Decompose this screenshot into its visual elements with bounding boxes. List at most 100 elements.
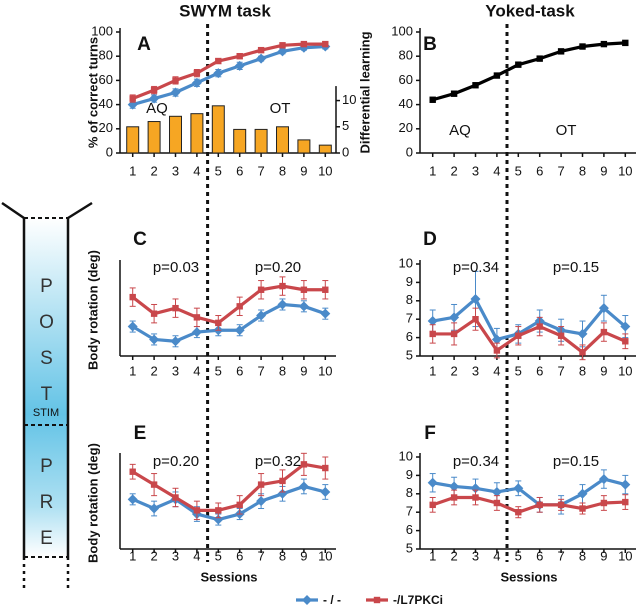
x-tick-label: 7 xyxy=(257,363,264,378)
marker xyxy=(170,87,181,98)
x-tick-label: 1 xyxy=(429,548,436,563)
line xyxy=(432,317,626,354)
marker xyxy=(149,503,160,514)
marker xyxy=(279,282,286,290)
x-tick-label: 6 xyxy=(536,548,543,563)
x-tick-label: 1 xyxy=(129,363,136,378)
x-tick-label: 3 xyxy=(172,163,179,178)
marker xyxy=(150,86,158,94)
x-tick-label: 2 xyxy=(450,363,457,378)
x-tick-label: 5 xyxy=(515,363,522,378)
marker xyxy=(127,494,138,505)
marker xyxy=(279,477,286,485)
marker xyxy=(193,314,201,321)
marker xyxy=(256,53,267,64)
x-tick-label: 10 xyxy=(318,163,332,178)
marker xyxy=(213,68,224,79)
marker xyxy=(234,325,245,336)
marker xyxy=(300,40,308,48)
y-tick-label: 5 xyxy=(406,347,413,362)
x-tick-label: 7 xyxy=(557,363,564,378)
annotation: p=0.20 xyxy=(255,259,301,276)
y-tick-label: 9 xyxy=(406,467,413,482)
marker xyxy=(620,321,631,332)
marker xyxy=(450,330,458,338)
x-tick-label: 6 xyxy=(236,163,243,178)
bar xyxy=(211,105,225,154)
marker xyxy=(579,505,586,512)
annotation: p=0.20 xyxy=(153,453,199,470)
marker xyxy=(450,90,458,97)
marker xyxy=(472,494,479,501)
panel-label: E xyxy=(134,423,147,444)
y-tick-label: 9 xyxy=(406,274,413,289)
marker xyxy=(515,509,522,516)
marker xyxy=(170,336,181,347)
bar xyxy=(190,113,204,154)
marker xyxy=(193,507,201,514)
marker xyxy=(279,42,286,49)
marker xyxy=(129,468,136,475)
x-tick-label: 2 xyxy=(150,363,157,378)
y-axis-label: % of correct turns xyxy=(85,37,100,148)
x-tick-label: 2 xyxy=(150,163,157,178)
y-axis-label: Body rotation (deg) xyxy=(85,443,100,563)
y-tick-label: 20 xyxy=(99,120,113,135)
marker xyxy=(557,332,565,339)
stim-label: STIM xyxy=(33,407,59,419)
marker xyxy=(172,494,179,501)
y-tick-label: 0 xyxy=(106,144,113,159)
marker xyxy=(215,319,222,327)
marker xyxy=(491,486,502,497)
marker xyxy=(557,48,565,55)
y-tick-label: 40 xyxy=(99,96,113,111)
tube-flare xyxy=(67,201,93,220)
marker xyxy=(213,514,224,525)
x-tick-label: 3 xyxy=(172,363,179,378)
marker xyxy=(579,43,586,50)
y-tick-label: 0 xyxy=(406,144,413,159)
x-tick-label: 6 xyxy=(536,363,543,378)
x-tick-label: 3 xyxy=(472,548,479,563)
marker xyxy=(320,486,331,497)
marker xyxy=(256,496,267,507)
marker xyxy=(450,494,458,501)
marker xyxy=(449,312,460,323)
bar xyxy=(126,126,140,154)
marker xyxy=(300,461,308,468)
annotation: p=0.15 xyxy=(553,259,599,276)
marker xyxy=(493,499,501,507)
x-tick-label: 8 xyxy=(579,163,586,178)
y-tick-label: 20 xyxy=(399,120,413,135)
marker xyxy=(429,96,436,103)
x-tick-label: 5 xyxy=(215,163,222,178)
panel-label: F xyxy=(424,423,436,444)
x-axis-label: Sessions xyxy=(500,569,557,584)
x-tick-label: 4 xyxy=(493,363,500,378)
annotation: p=0.15 xyxy=(553,453,599,470)
line xyxy=(132,484,326,522)
line xyxy=(131,302,326,343)
x-tick-label: 8 xyxy=(279,548,286,563)
annotation: OT xyxy=(270,100,291,117)
marker xyxy=(322,464,329,472)
marker xyxy=(150,481,158,488)
marker xyxy=(300,286,308,293)
x-tick-label: 3 xyxy=(172,548,179,563)
marker xyxy=(298,481,309,492)
marker xyxy=(236,53,243,60)
marker xyxy=(236,501,243,509)
marker xyxy=(215,507,222,514)
marker xyxy=(620,479,631,490)
x-tick-label: 9 xyxy=(300,163,307,178)
marker xyxy=(515,61,522,68)
y-tick-label: 80 xyxy=(99,48,113,63)
x-tick-label: 2 xyxy=(450,548,457,563)
marker xyxy=(256,310,267,321)
pre-label: PRE xyxy=(36,456,57,564)
line xyxy=(132,42,326,101)
x-tick-label: 1 xyxy=(429,163,436,178)
x-tick-label: 8 xyxy=(579,548,586,563)
marker xyxy=(449,481,460,492)
bar xyxy=(276,126,289,154)
